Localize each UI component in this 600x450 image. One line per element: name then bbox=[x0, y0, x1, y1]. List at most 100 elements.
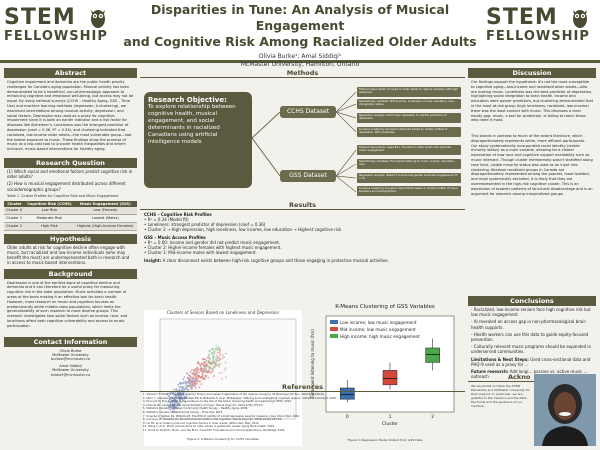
scatter-point bbox=[169, 406, 172, 409]
legend-label: Low income; low music engagement bbox=[340, 320, 417, 325]
objective-text: To explore relationship between cognitiv… bbox=[148, 104, 236, 145]
scatter-point bbox=[216, 364, 219, 366]
scatter-point bbox=[180, 382, 182, 384]
background-heading: Background bbox=[4, 268, 137, 279]
method-step: K-means clustering: Grouped respondents … bbox=[357, 186, 461, 196]
method-step: Selected key variables: Time spent liste… bbox=[357, 159, 461, 169]
owl-icon bbox=[91, 10, 105, 28]
scatter-point bbox=[225, 376, 227, 378]
abstract-heading: Abstract bbox=[4, 68, 137, 78]
scatter-point bbox=[207, 354, 210, 357]
plot-area bbox=[159, 318, 297, 420]
result-text: R² = 0.34 (Model fit) bbox=[147, 217, 189, 222]
scatter-point bbox=[196, 379, 199, 382]
x-tick-label: 0 bbox=[346, 414, 349, 420]
scatter-point bbox=[210, 351, 213, 354]
table-cell: Cluster 0 bbox=[4, 206, 26, 215]
scatter-point bbox=[173, 403, 176, 406]
contact-info: Olivia Burke McMaster University burkeo@… bbox=[4, 347, 137, 377]
scatter-point bbox=[192, 379, 194, 381]
table-cell: Low Risk bbox=[25, 206, 74, 215]
scatter-point bbox=[172, 392, 174, 395]
scatter-point bbox=[192, 382, 195, 385]
poster-title-line1: Disparities in Tune: An Analysis of Musi… bbox=[150, 2, 450, 33]
legend-swatch bbox=[330, 327, 338, 331]
legend-label: High income; high music engagement bbox=[340, 334, 420, 339]
scatter-point bbox=[219, 362, 222, 365]
result-text: R² = 0.00: Income and gender did not pre… bbox=[147, 240, 281, 245]
scatter-point bbox=[196, 375, 199, 377]
scatter-point bbox=[173, 405, 175, 408]
background-text: Depression is one of the earliest signs … bbox=[7, 280, 128, 328]
scatter-point bbox=[203, 361, 206, 364]
scatter-point bbox=[187, 388, 190, 391]
methods-arrows bbox=[251, 91, 357, 193]
scatter-point bbox=[203, 365, 206, 368]
scatter-point bbox=[189, 375, 192, 378]
poster-authors: Olivia Burke¹; Amal Siddiqi¹ bbox=[258, 53, 342, 60]
scatter-point bbox=[179, 395, 182, 398]
logo-stem-text: STEM bbox=[486, 5, 558, 30]
scatter-point bbox=[170, 400, 173, 403]
contact-email[interactable]: burkeo@mcmaster.ca bbox=[50, 357, 91, 362]
poster-affiliation: McMaster University, Hamilton, Ontario bbox=[240, 61, 360, 68]
contact-line: Olivia Burke bbox=[59, 348, 82, 353]
scatter-point bbox=[191, 373, 194, 375]
scatter-point bbox=[194, 375, 196, 377]
scatter-point bbox=[204, 378, 206, 381]
x-tick-label: 1 bbox=[389, 414, 392, 420]
limitations-text: Used cross-sectional data and PHQ-9 used… bbox=[471, 356, 591, 367]
scatter-point bbox=[183, 395, 185, 397]
scatter-point bbox=[224, 361, 227, 364]
scatter-point bbox=[174, 395, 176, 398]
contact-email[interactable]: siddia9@mcmaster.ca bbox=[50, 372, 91, 377]
gss-dataset-box: GSS Dataset bbox=[280, 170, 336, 182]
scatter-point bbox=[167, 400, 170, 403]
hypothesis-heading: Hypothesis bbox=[4, 233, 137, 244]
objective-heading: Research Objective: bbox=[148, 96, 227, 104]
future-text: Add longi... passive vs. active music ..… bbox=[471, 369, 588, 380]
insight-text: A clear disconnect exists between high-r… bbox=[162, 258, 389, 263]
scatter-point bbox=[202, 377, 205, 379]
scatter-point bbox=[212, 361, 215, 364]
scatter-point bbox=[183, 389, 185, 391]
scatter-point bbox=[194, 387, 197, 389]
scatter-point bbox=[213, 352, 216, 355]
scatter-point bbox=[175, 401, 178, 404]
method-step: Regression analysis: Used linear regress… bbox=[357, 113, 461, 123]
scatter-point bbox=[184, 400, 187, 403]
scatter-point bbox=[208, 349, 211, 352]
scatter-point bbox=[207, 376, 210, 379]
scatter-point bbox=[182, 393, 185, 396]
figure2-scatter-plot bbox=[159, 318, 297, 420]
box bbox=[382, 370, 398, 386]
contact-line: McMaster University bbox=[52, 353, 89, 358]
cchs-result-item: • R² = 0.34 (Model fit) bbox=[144, 217, 189, 222]
scatter-point bbox=[175, 400, 178, 402]
scatter-point bbox=[212, 356, 215, 359]
scatter-point bbox=[189, 371, 192, 374]
scatter-point bbox=[211, 348, 214, 351]
reference-item: 8. Cacioppo JT, Hawkley LC. Perceived so… bbox=[143, 418, 282, 422]
scatter-point bbox=[175, 405, 178, 407]
result-text: Cluster 2: Higher-income females with hi… bbox=[147, 245, 282, 250]
table-row: Cluster 2 High Risk Highest (High-Income… bbox=[4, 222, 137, 231]
scatter-point bbox=[192, 376, 194, 379]
scatter-point bbox=[205, 360, 208, 363]
scatter-point bbox=[224, 367, 227, 370]
scatter-point bbox=[191, 387, 193, 390]
scatter-point bbox=[218, 359, 221, 362]
scatter-point bbox=[212, 375, 215, 378]
scatter-point bbox=[169, 392, 172, 394]
insight-line: Insight: A clear disconnect exists betwe… bbox=[144, 258, 461, 263]
scatter-point bbox=[218, 372, 221, 375]
scatter-point bbox=[214, 365, 217, 368]
legend-swatch bbox=[330, 320, 338, 324]
figure3-panel: K-Means Clustering of GSS Variables Low … bbox=[306, 304, 464, 446]
conclusions-heading: Conclusions bbox=[468, 296, 596, 306]
table-header: Cognitive Risk (CCHS) bbox=[25, 200, 74, 207]
scatter-point bbox=[188, 378, 190, 380]
method-step: Filtered respondents: Aged 65+. Focused … bbox=[357, 145, 461, 155]
table-cell: Cluster 2 bbox=[4, 222, 26, 231]
